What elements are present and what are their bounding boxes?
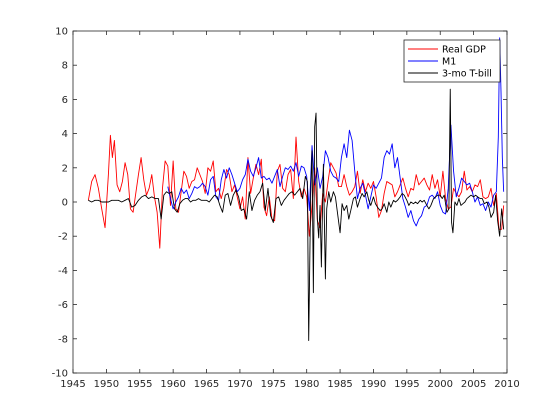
x-tick-label: 1995 [394,379,419,390]
x-tick-label: 1950 [94,379,119,390]
y-tick-label: -2 [58,232,68,243]
tick-layer: 1945 1950 1955 1960 1965 1970 1975 1980 1985 1990… [52,27,520,391]
x-tick-label: 1980 [294,379,319,390]
y-tick-label: 10 [55,27,68,38]
x-tick-label: 2005 [461,379,486,390]
x-tick-label: 1955 [127,379,152,390]
legend-label-3-mo-t-bill: 3-mo T-bill [442,69,492,80]
series-line-m1 [167,37,505,227]
x-tick-label: 1965 [194,379,219,390]
y-tick-label: 0 [62,198,68,209]
x-tick-label: 2010 [494,379,519,390]
x-tick-label: 1990 [361,379,386,390]
y-tick-label: 2 [62,163,68,174]
x-tick-label: 1945 [60,379,85,390]
y-tick-label: 6 [62,95,68,106]
x-tick-label: 1970 [227,379,252,390]
x-tick-label: 1960 [160,379,185,390]
x-tick-label: 2000 [428,379,453,390]
plot-area [73,31,507,373]
y-tick-label: -8 [58,334,68,345]
y-tick-label: -4 [58,266,68,277]
legend-label-m1: M1 [442,57,456,68]
y-tick-label: 8 [62,61,68,72]
series-layer [87,37,505,341]
series-line-real-gdp [87,134,505,249]
y-tick-label: 4 [62,129,68,140]
x-tick-label: 1985 [327,379,352,390]
y-tick-label: -10 [52,369,68,380]
x-tick-label: 1975 [261,379,286,390]
series-line-3-mo-t-bill [88,88,505,341]
legend-label-real-gdp: Real GDP [442,45,486,56]
y-tick-label: -6 [58,300,68,311]
